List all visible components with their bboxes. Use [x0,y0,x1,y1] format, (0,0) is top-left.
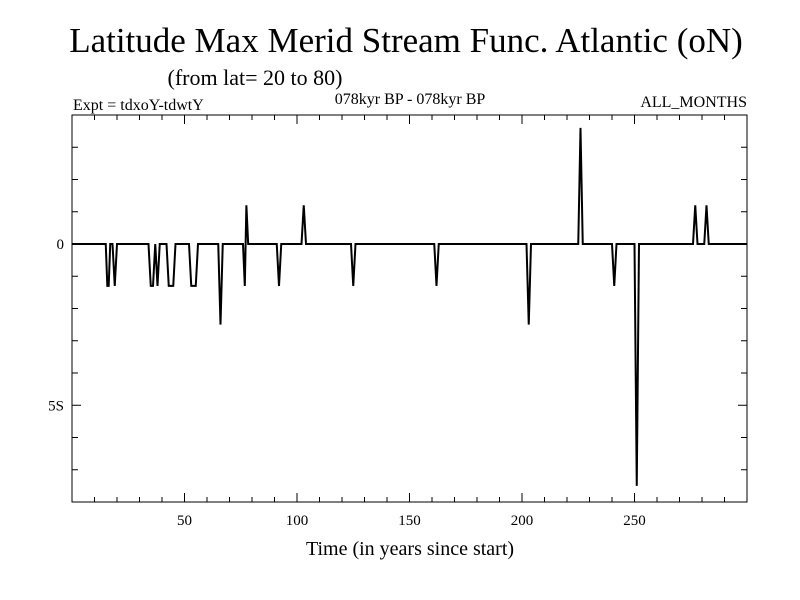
axes: 50 100 150 200 250 0 5S [48,114,748,529]
plot-frame [71,114,748,503]
plot-area [72,127,747,486]
x-axis-label: Time (in years since start) [306,538,514,560]
period-label: 078kyr BP - 078kyr BP [335,91,486,108]
x-tick-label: 100 [286,513,309,529]
x-tick-label: 50 [177,513,192,529]
x-tick-label: 150 [398,513,421,529]
y-tick-label: 0 [57,237,65,253]
y-tick-label: 5S [48,398,64,414]
series-line-1 [72,127,747,486]
months-label: ALL_MONTHS [640,94,747,111]
x-tick-label: 200 [511,513,534,529]
x-tick-label: 250 [623,513,646,529]
experiment-label: Expt = tdxoY-tdwtY [73,97,204,114]
chart-title: Latitude Max Merid Stream Func. Atlantic… [69,21,743,60]
chart-subtitle: (from lat= 20 to 80) [168,65,343,90]
